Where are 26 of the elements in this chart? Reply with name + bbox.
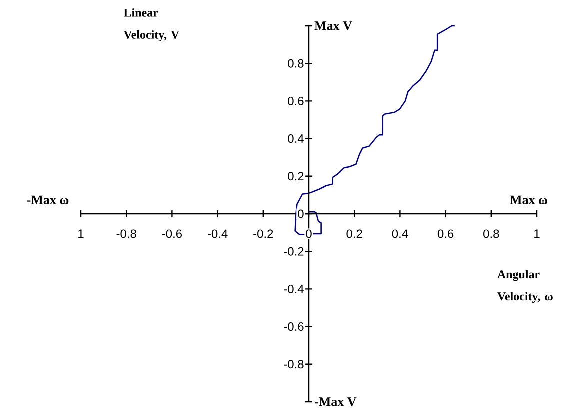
y-tick-label: 0.8 <box>288 59 304 68</box>
y-tick-label: -0.6 <box>284 322 304 332</box>
y-tick-label: 0.4 <box>288 134 304 144</box>
y-tick-label: -0.4 <box>284 284 304 294</box>
x-tick-label: 0 <box>306 230 312 238</box>
x-tick-label: 1 <box>78 230 84 238</box>
x-tick-label: -0.2 <box>254 230 274 238</box>
y-tick-label: -0.8 <box>284 360 304 369</box>
x-tick-label: 0.8 <box>484 230 500 238</box>
y-tick-label: -0.2 <box>284 247 304 256</box>
x-axis-title: Angular Velocity, ω <box>498 270 553 304</box>
annotation: Max V <box>314 22 352 30</box>
y-tick-label: 0.6 <box>288 96 304 106</box>
x-tick-label: 0.4 <box>392 230 408 238</box>
y-tick-label: 0.2 <box>288 172 304 181</box>
y-axis-title: Linear Velocity, V <box>124 8 180 42</box>
x-tick-label: 0.2 <box>346 230 362 238</box>
x-tick-label: -0.6 <box>162 230 182 238</box>
x-tick-label: -0.8 <box>116 230 136 238</box>
annotation: Max ω <box>510 196 548 204</box>
y-tick-label: 0 <box>298 210 304 218</box>
x-tick-label: 0.6 <box>438 230 454 238</box>
x-tick-label: -0.4 <box>208 230 228 238</box>
text: -Max ω <box>27 196 69 204</box>
x-tick-label: 1 <box>534 230 540 238</box>
annotation: -Max V <box>315 398 357 406</box>
